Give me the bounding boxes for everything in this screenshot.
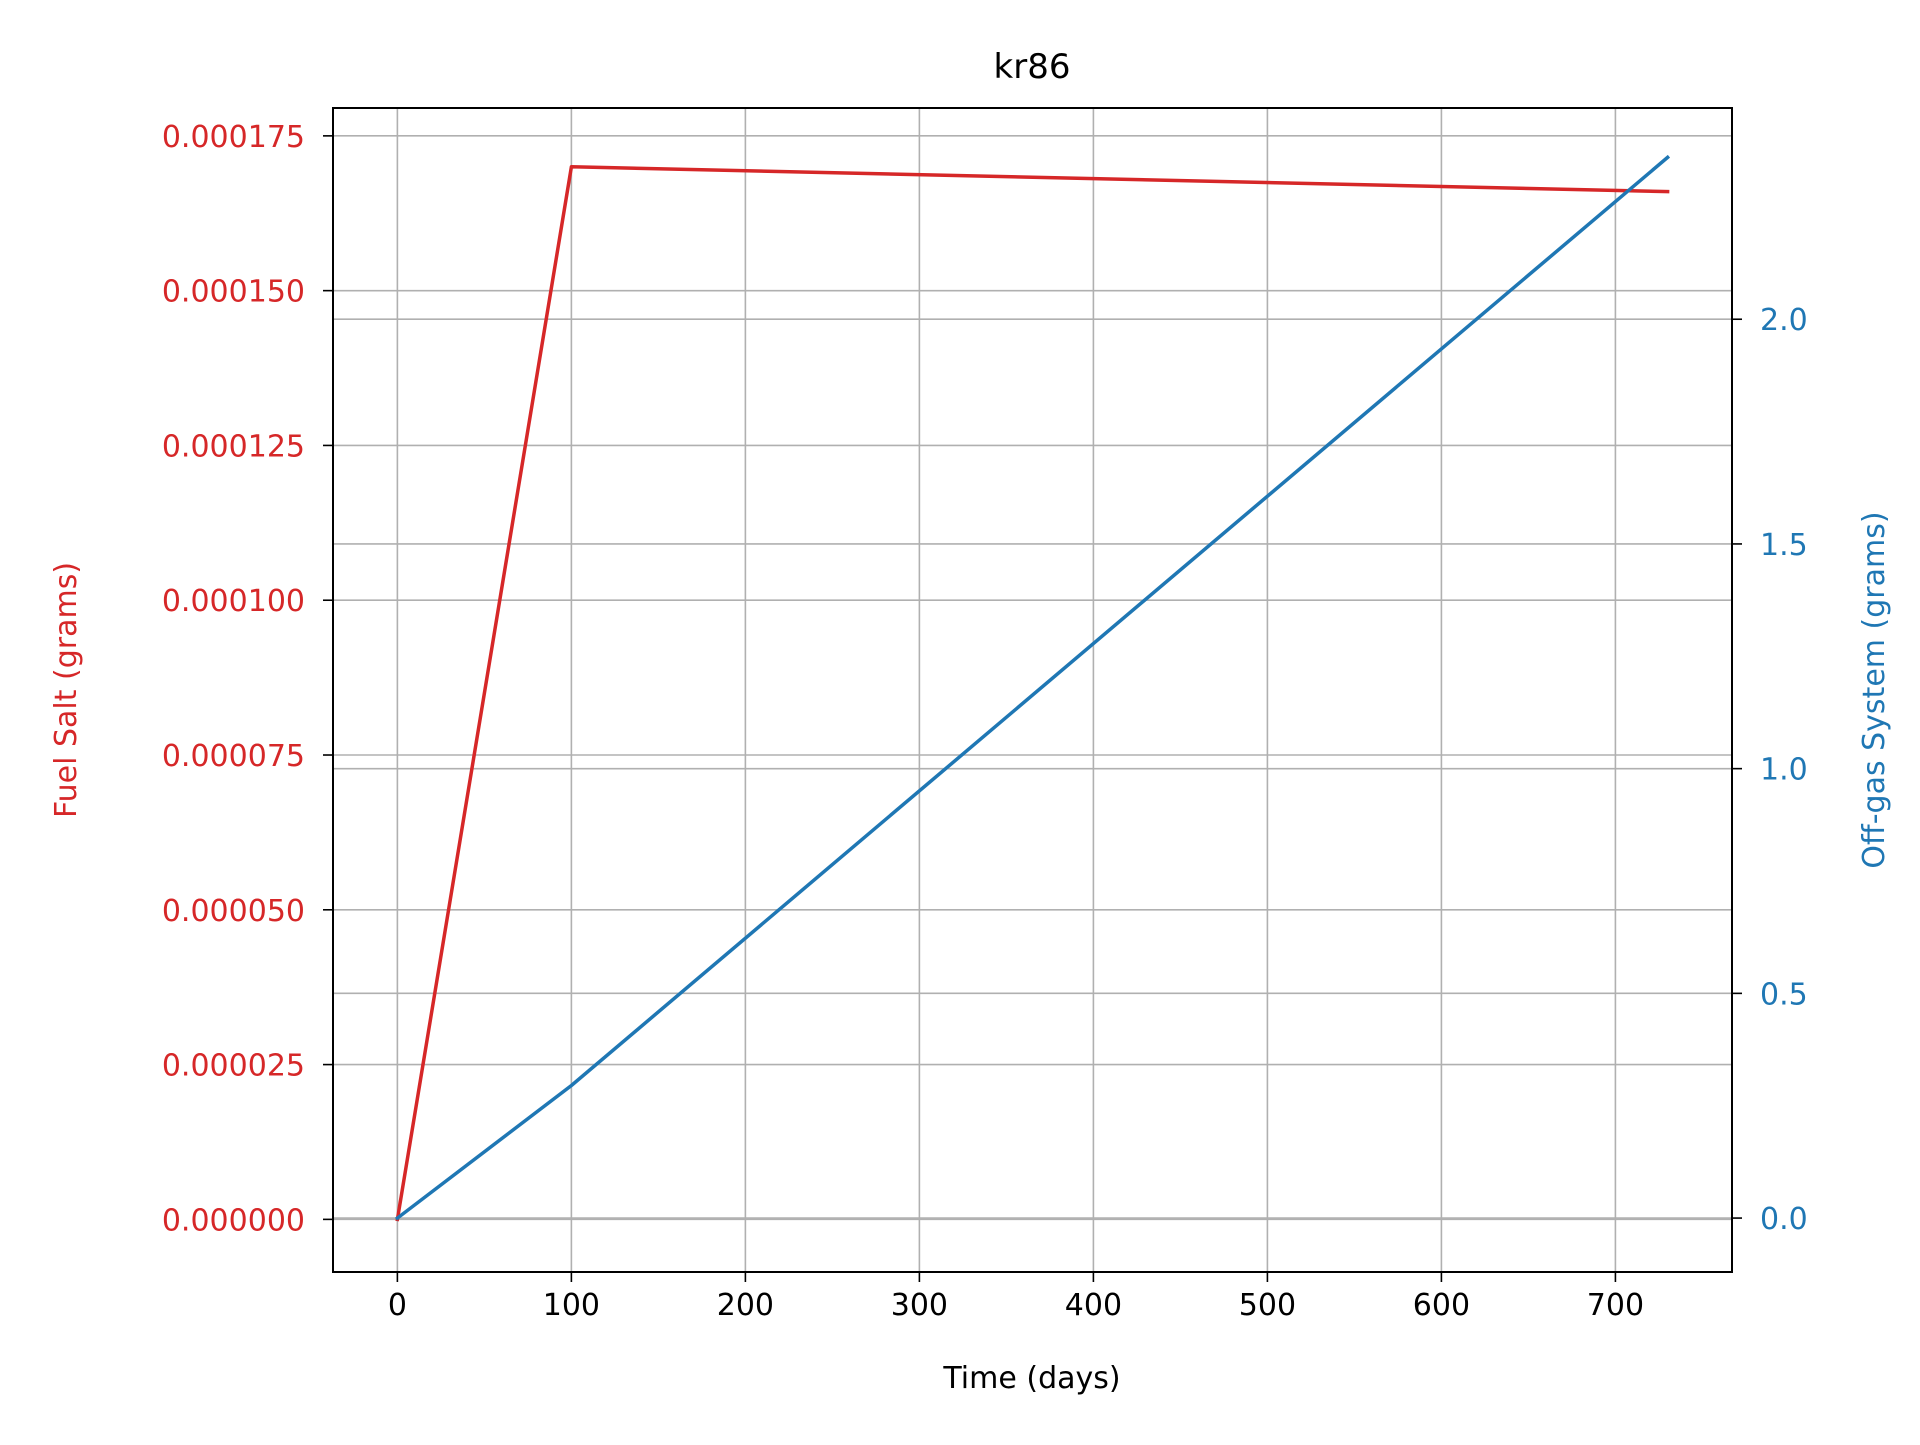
- y-axis-left-label: Fuel Salt (grams): [49, 562, 84, 818]
- axis-layer: 0 100 200 300 400 500 600 700 0.000000 0.000025 0.…: [162, 120, 1808, 1323]
- y-left-tick-label: 0.000025: [162, 1049, 305, 1084]
- x-tick-label: 400: [1065, 1288, 1122, 1323]
- x-tick-label: 100: [543, 1288, 600, 1323]
- grid-layer: [333, 108, 1732, 1272]
- y-right-tick-label: 0.5: [1760, 977, 1808, 1012]
- x-axis-label: Time (days): [942, 1361, 1120, 1396]
- x-tick-label: 0: [388, 1288, 407, 1323]
- y-right-tick-label: 0.0: [1760, 1202, 1808, 1237]
- y-left-tick-label: 0.000175: [162, 120, 305, 155]
- x-tick-label: 300: [891, 1288, 948, 1323]
- y-left-tick-label: 0.000150: [162, 275, 305, 310]
- off-gas-series-line: [394, 154, 1671, 1221]
- y-left-tick-label: 0.000050: [162, 894, 305, 929]
- fuel-salt-series-line: [395, 165, 1670, 1222]
- y-right-tick-label: 1.5: [1760, 528, 1808, 563]
- y-left-tick-label: 0.000125: [162, 429, 305, 464]
- x-tick-label: 700: [1587, 1288, 1644, 1323]
- x-tick-label: 200: [717, 1288, 774, 1323]
- y-left-tick-label: 0.000075: [162, 739, 305, 774]
- x-tick-label: 500: [1239, 1288, 1296, 1323]
- x-tick-label: 600: [1413, 1288, 1470, 1323]
- y-right-tick-label: 2.0: [1760, 303, 1808, 338]
- y-left-tick-label: 0.000100: [162, 584, 305, 619]
- y-left-tick-label: 0.000000: [162, 1203, 305, 1238]
- series-layer: [394, 154, 1671, 1222]
- y-right-tick-label: 1.0: [1760, 753, 1808, 788]
- y-axis-right-label: Off-gas System (grams): [1857, 511, 1892, 868]
- chart-title: kr86: [994, 47, 1071, 87]
- plot-frame: [332, 107, 1733, 1273]
